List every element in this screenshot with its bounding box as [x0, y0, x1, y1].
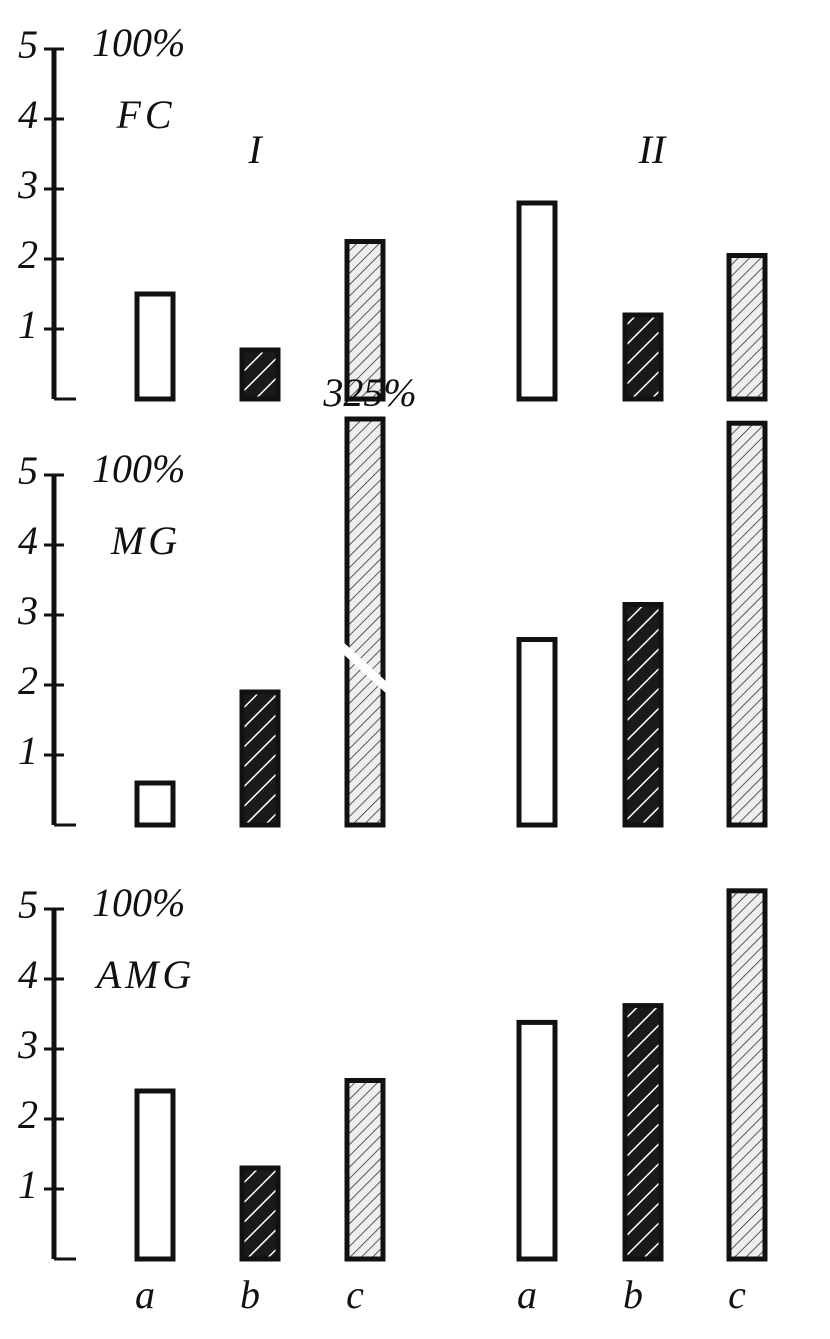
- bar: [726, 888, 768, 1262]
- bar: [726, 420, 768, 828]
- group-label: I: [247, 127, 263, 172]
- y-tick-label: 5: [18, 22, 38, 67]
- top-label: 100%: [92, 880, 185, 925]
- bar: [622, 312, 664, 402]
- y-tick-label: 2: [18, 232, 38, 277]
- x-tick-label: a: [517, 1272, 537, 1317]
- bar: [134, 780, 176, 828]
- group-label: II: [638, 127, 667, 172]
- bar: [239, 1165, 281, 1262]
- top-label: 100%: [92, 20, 185, 65]
- bar: [239, 689, 281, 828]
- y-tick-label: 4: [18, 92, 38, 137]
- axis-break: [341, 640, 389, 696]
- x-tick-label: b: [240, 1272, 260, 1317]
- bar: [239, 347, 281, 402]
- bar: [622, 602, 664, 828]
- bar: [516, 637, 558, 828]
- y-tick-label: 5: [18, 448, 38, 493]
- panel-label: FC: [115, 92, 175, 137]
- bar: [516, 200, 558, 402]
- panel-label: AMG: [94, 952, 196, 997]
- x-tick-label: b: [623, 1272, 643, 1317]
- y-tick-label: 3: [17, 162, 38, 207]
- y-tick-label: 2: [18, 658, 38, 703]
- bar: [344, 416, 386, 828]
- bar: [134, 291, 176, 402]
- bar: [726, 253, 768, 402]
- y-tick-label: 3: [17, 588, 38, 633]
- y-tick-label: 4: [18, 952, 38, 997]
- y-tick-label: 5: [18, 882, 38, 927]
- x-tick-label: c: [346, 1272, 364, 1317]
- y-tick-label: 1: [18, 1162, 38, 1207]
- y-tick-label: 2: [18, 1092, 38, 1137]
- top-label: 100%: [92, 446, 185, 491]
- y-tick-label: 3: [17, 1022, 38, 1067]
- value-label: 325%: [322, 370, 416, 415]
- bar: [516, 1019, 558, 1262]
- bar: [344, 1078, 386, 1262]
- y-tick-label: 1: [18, 302, 38, 347]
- x-tick-label: c: [728, 1272, 746, 1317]
- y-tick-label: 4: [18, 518, 38, 563]
- y-tick-label: 1: [18, 728, 38, 773]
- bar: [622, 1003, 664, 1262]
- x-tick-label: a: [135, 1272, 155, 1317]
- bar: [134, 1088, 176, 1262]
- bar: [344, 239, 386, 402]
- panel-label: MG: [110, 518, 181, 563]
